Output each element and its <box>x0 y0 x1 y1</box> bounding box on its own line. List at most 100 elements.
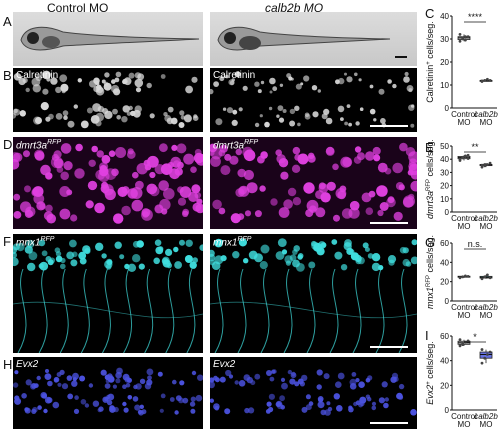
y-tick-label: 60 <box>440 239 449 248</box>
evx2-label-control: Evx2 <box>16 359 39 370</box>
panel-letter-e: E <box>425 140 434 155</box>
significance-label: **** <box>468 12 483 22</box>
panel-letter-g: G <box>425 235 436 250</box>
data-point <box>480 79 484 83</box>
panel-letter-b: B <box>3 68 12 83</box>
significance-label: * <box>473 332 477 342</box>
data-point <box>488 79 492 82</box>
data-point <box>458 159 462 162</box>
dmrt3a-label-calb2b: dmrt3aRFP <box>213 139 259 152</box>
y-tick-label: 40 <box>440 258 449 267</box>
panel-letter-d: D <box>3 137 13 152</box>
cell-texture <box>210 369 417 416</box>
cell-texture <box>210 71 415 128</box>
y-tick-label: 20 <box>440 381 449 390</box>
data-point <box>480 163 484 167</box>
y-tick-label: 50 <box>440 142 449 151</box>
data-point <box>458 33 462 36</box>
data-point <box>461 275 465 279</box>
y-tick-label: 20 <box>440 278 449 287</box>
data-point <box>488 350 492 354</box>
data-point <box>458 39 462 43</box>
data-point <box>461 36 465 40</box>
mnx1-image-control: mnx1RFP <box>13 234 203 353</box>
y-tick-label: 40 <box>440 155 449 164</box>
data-point <box>486 77 489 81</box>
larva-image-control <box>13 12 203 66</box>
chart-calretinin-counts: Calretinin+ cells/seg. 0 10 20 30 40 Control MO… <box>425 12 498 127</box>
column-title-control: Control MO <box>47 1 109 15</box>
larva-image-calb2b <box>210 12 417 66</box>
dmrt3a-image-control: dmrt3aRFP <box>13 137 203 229</box>
y-tick-label: 60 <box>440 332 449 341</box>
data-point <box>488 276 492 280</box>
data-point <box>480 348 484 351</box>
data-point <box>458 338 462 342</box>
panel-letter-f: F <box>3 234 11 249</box>
data-point <box>464 154 467 158</box>
data-point <box>483 356 487 360</box>
cell-texture <box>13 143 203 224</box>
y-tick-label: 20 <box>440 58 449 67</box>
x-tick-label: calb2b MO <box>474 303 498 320</box>
scale-bar <box>370 346 408 348</box>
cell-texture <box>210 142 417 224</box>
y-tick-label: 40 <box>440 357 449 366</box>
x-tick-label: Control MO <box>451 303 477 320</box>
data-point <box>480 361 484 365</box>
x-tick-label: calb2b MO <box>474 412 498 429</box>
cell-texture <box>13 239 203 272</box>
data-point <box>464 38 467 42</box>
data-point <box>458 276 462 280</box>
y-tick-label: 20 <box>440 182 449 191</box>
x-tick-label: Control MO <box>451 412 477 429</box>
data-point <box>466 153 470 157</box>
cell-texture <box>13 70 199 129</box>
data-point <box>486 273 489 277</box>
panel-letter-h: H <box>3 357 13 372</box>
y-axis-label: Calretinin+ cells/seg. <box>425 21 435 103</box>
panel-letter-a: A <box>3 14 12 29</box>
scale-bar <box>370 222 408 224</box>
evx2-image-control: Evx2 <box>13 357 203 429</box>
axon-texture <box>13 268 203 353</box>
y-tick-label: 10 <box>440 195 449 204</box>
data-point <box>466 157 470 160</box>
axon-texture <box>210 268 417 353</box>
data-point <box>466 35 470 39</box>
significance-label: ** <box>471 142 479 152</box>
y-axis-label: dmrt3aRFP cells/seg. <box>425 140 435 219</box>
calretinin-label-control: Calretinin <box>16 70 59 81</box>
cell-texture <box>210 238 417 272</box>
y-tick-label: 30 <box>440 168 449 177</box>
mnx1-image-calb2b: mnx1RFP <box>210 234 417 353</box>
data-point <box>480 277 484 281</box>
panel-letter-c: C <box>425 6 435 21</box>
panel-letter-i: I <box>425 328 429 343</box>
dmrt3a-label-control: dmrt3aRFP <box>16 139 62 152</box>
mnx1-label-calb2b: mnx1RFP <box>213 236 252 249</box>
calretinin-image-control: Calretinin <box>13 68 203 132</box>
dmrt3a-image-calb2b: dmrt3aRFP <box>210 137 417 229</box>
data-point <box>488 161 492 165</box>
chart-mnx1-counts: mnx1RFP cells/seg. 0 20 40 60 Control MOcalb2b… <box>425 235 498 320</box>
x-tick-label: Control MO <box>451 214 477 231</box>
y-axis-label: Evx2+ cells/seg. <box>425 341 435 405</box>
evx2-image-calb2b: Evx2 <box>210 357 417 429</box>
data-point <box>483 79 487 82</box>
scale-bar <box>370 125 408 127</box>
significance-label: n.s. <box>468 239 483 249</box>
y-tick-label: 0 <box>445 406 450 415</box>
data-point <box>461 343 465 347</box>
data-point <box>464 274 467 278</box>
y-axis-label: mnx1RFP cells/seg. <box>425 235 435 309</box>
data-point <box>483 275 487 279</box>
evx2-label-calb2b: Evx2 <box>213 359 236 370</box>
chart-dmrt3a-counts: dmrt3aRFP cells/seg. 0 10 20 30 40 50 Control MO… <box>425 140 498 231</box>
y-tick-label: 40 <box>440 12 449 21</box>
data-point <box>486 163 489 166</box>
scale-bar <box>370 422 408 424</box>
mnx1-label-control: mnx1RFP <box>16 236 55 249</box>
y-tick-label: 0 <box>445 104 450 113</box>
